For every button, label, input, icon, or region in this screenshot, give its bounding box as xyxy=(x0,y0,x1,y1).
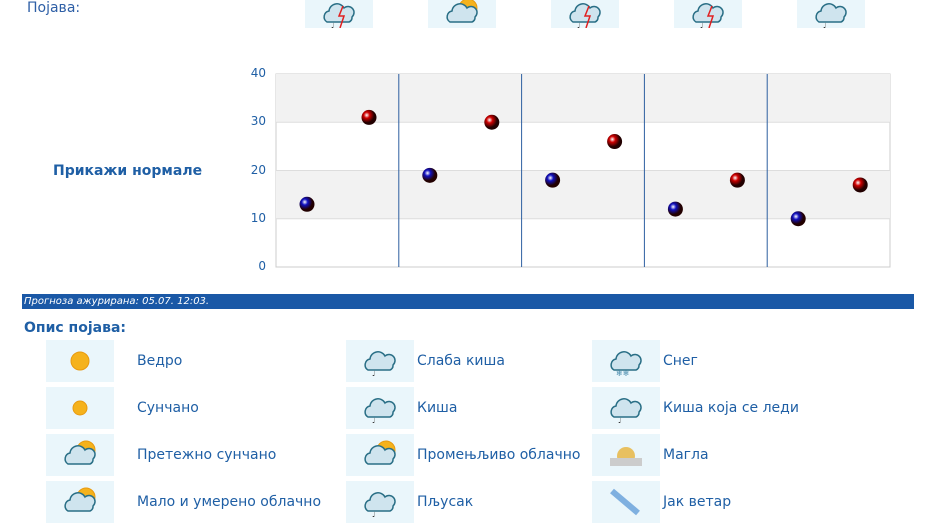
legend-label: Мало и умерено облачно xyxy=(137,494,322,510)
min-temp-point[interactable] xyxy=(667,201,683,217)
legend-fog-icon xyxy=(592,434,660,476)
day-storm-icon: ♩ xyxy=(305,0,373,30)
legend-label: Слаба киша xyxy=(417,353,505,369)
day-partly-cloudy-icon xyxy=(428,0,496,28)
max-temp-point[interactable] xyxy=(361,109,377,125)
legend-label: Магла xyxy=(663,447,709,463)
svg-text:❄❄: ❄❄ xyxy=(616,369,629,376)
legend-freezing-rain-icon: ♩ xyxy=(592,387,660,429)
legend-label: Сунчано xyxy=(137,400,199,416)
day-light-rain-icon: ♩ xyxy=(797,0,865,30)
day-storm-icon: ♩ xyxy=(674,0,742,30)
legend-snow-icon: ❄❄ xyxy=(592,340,660,382)
max-temp-point[interactable] xyxy=(484,114,500,130)
max-temp-point[interactable] xyxy=(607,134,623,150)
svg-text:♩: ♩ xyxy=(331,22,334,28)
legend-partly-cloudy-icon xyxy=(46,481,114,523)
svg-text:♩: ♩ xyxy=(372,370,375,376)
legend-light-rain-icon: ♩ xyxy=(346,340,414,382)
legend-sunny-icon xyxy=(46,387,114,429)
svg-text:♩: ♩ xyxy=(823,22,826,28)
y-tick-label: 30 xyxy=(250,114,266,129)
min-temp-point[interactable] xyxy=(790,211,806,227)
y-tick-label: 20 xyxy=(250,162,266,177)
svg-text:♩: ♩ xyxy=(577,22,580,28)
y-tick-label: 10 xyxy=(250,210,266,225)
legend-shower-icon: ♩ xyxy=(346,481,414,523)
legend-label: Пљусак xyxy=(417,494,474,510)
max-temp-point[interactable] xyxy=(729,172,745,188)
min-temp-point[interactable] xyxy=(422,167,438,183)
svg-text:♩: ♩ xyxy=(700,22,703,28)
legend-label: Промењљиво облачно xyxy=(417,447,581,463)
pojava-label: Појава: xyxy=(27,0,81,16)
legend-label: Претежно сунчано xyxy=(137,447,277,463)
legend-rain-icon: ♩ xyxy=(346,387,414,429)
legend-label: Снег xyxy=(663,353,698,369)
legend-variable-cloudy-icon xyxy=(346,434,414,476)
legend-label: Киша која се леди xyxy=(663,400,799,416)
grid-band xyxy=(276,74,890,123)
min-temp-point[interactable] xyxy=(299,196,315,212)
show-normals-link[interactable]: Прикажи нормале xyxy=(53,163,203,179)
legend-title: Опис појава: xyxy=(24,320,126,336)
svg-text:♩: ♩ xyxy=(372,417,375,423)
legend-label: Ведро xyxy=(137,353,183,369)
temperature-chart xyxy=(275,73,891,268)
day-storm-icon: ♩ xyxy=(551,0,619,30)
svg-text:♩: ♩ xyxy=(618,417,621,423)
min-temp-point[interactable] xyxy=(545,172,561,188)
legend-label: Киша xyxy=(417,400,458,416)
svg-text:♩: ♩ xyxy=(372,511,375,517)
legend-mostly-sunny-icon xyxy=(46,434,114,476)
y-tick-label: 0 xyxy=(258,259,266,273)
grid-band xyxy=(276,170,890,219)
legend-strong-wind-icon xyxy=(592,481,660,523)
y-tick-label: 40 xyxy=(250,66,266,80)
max-temp-point[interactable] xyxy=(852,177,868,193)
legend-clear-sun-icon xyxy=(46,340,114,382)
legend-label: Јак ветар xyxy=(663,494,732,510)
forecast-updated: Прогноза ажурирана: 05.07. 12:03. xyxy=(22,294,914,309)
